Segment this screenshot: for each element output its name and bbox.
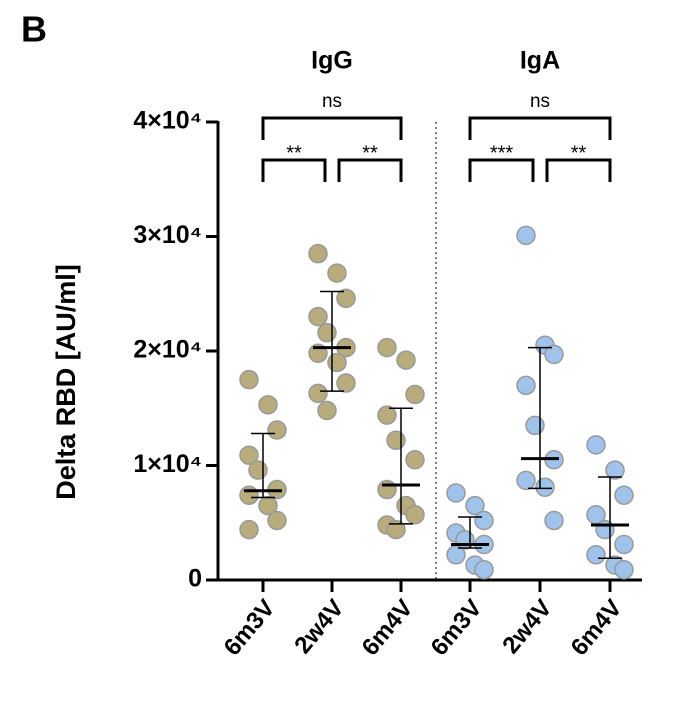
y-tick-label: 4×10⁴ [133, 107, 202, 135]
data-point [336, 288, 356, 309]
x-tick-label: 6m3V [426, 595, 488, 661]
data-point [405, 384, 425, 405]
data-point [336, 373, 356, 393]
data-point [525, 415, 545, 436]
x-tick-label: 6m4V [357, 595, 419, 661]
data-point [544, 510, 564, 531]
data-point [586, 435, 606, 455]
data-point [614, 559, 634, 580]
data-point [535, 477, 555, 498]
data-point [239, 485, 259, 506]
x-tick-label: 2w4V [289, 595, 349, 659]
data-point [239, 369, 259, 390]
data-point [258, 495, 278, 516]
data-point [327, 352, 347, 373]
significance-bracket [261, 116, 403, 140]
data-point [239, 519, 259, 540]
data-point [474, 559, 494, 580]
data-point [465, 495, 485, 516]
data-point [516, 470, 536, 491]
data-point [386, 519, 406, 540]
panel-letter: B [21, 9, 47, 50]
data-point [516, 225, 536, 246]
data-point [446, 483, 466, 503]
data-point [308, 306, 328, 327]
data-point [544, 344, 564, 365]
significance-bracket [337, 158, 403, 182]
data-point [586, 545, 606, 565]
x-tick-label: 6m4V [566, 595, 628, 661]
data-point [377, 405, 397, 425]
significance-bracket [545, 158, 612, 182]
significance-label: ** [286, 142, 302, 164]
significance-bracket [468, 158, 535, 182]
data-point [516, 375, 536, 396]
significance-label: *** [490, 142, 514, 164]
data-point [267, 420, 287, 440]
data-point [396, 350, 416, 370]
y-tick-label: 2×10⁴ [133, 336, 202, 364]
data-point [267, 510, 287, 531]
data-point [327, 263, 347, 283]
data-point [377, 337, 397, 358]
data-point [614, 485, 634, 506]
data-point [386, 430, 406, 451]
data-point [614, 534, 634, 555]
data-point [405, 450, 425, 470]
data-point [405, 504, 425, 525]
significance-bracket [261, 158, 327, 182]
y-tick-label: 1×10⁴ [133, 450, 202, 478]
significance-label: ** [571, 142, 587, 164]
y-tick-label: 0 [188, 565, 202, 593]
significance-label: ** [362, 142, 378, 164]
y-axis-label: Delta RBD [AU/ml] [51, 264, 81, 500]
data-point [317, 400, 337, 421]
significance-bracket [468, 116, 612, 140]
x-tick-label: 2w4V [497, 595, 557, 659]
data-point [377, 479, 397, 500]
data-point [248, 460, 268, 480]
data-point [308, 383, 328, 404]
x-tick-label: 6m3V [219, 595, 281, 661]
significance-label: ns [322, 91, 342, 112]
group-title: IgG [311, 47, 353, 75]
data-point [258, 395, 278, 415]
data-point [605, 460, 625, 480]
group-title: IgA [520, 47, 560, 75]
data-point [308, 243, 328, 264]
data-point [239, 445, 259, 465]
y-tick-label: 3×10⁴ [133, 221, 202, 249]
significance-label: ns [530, 91, 550, 112]
data-point [595, 519, 615, 540]
data-point [317, 322, 337, 343]
data-point [474, 510, 494, 531]
